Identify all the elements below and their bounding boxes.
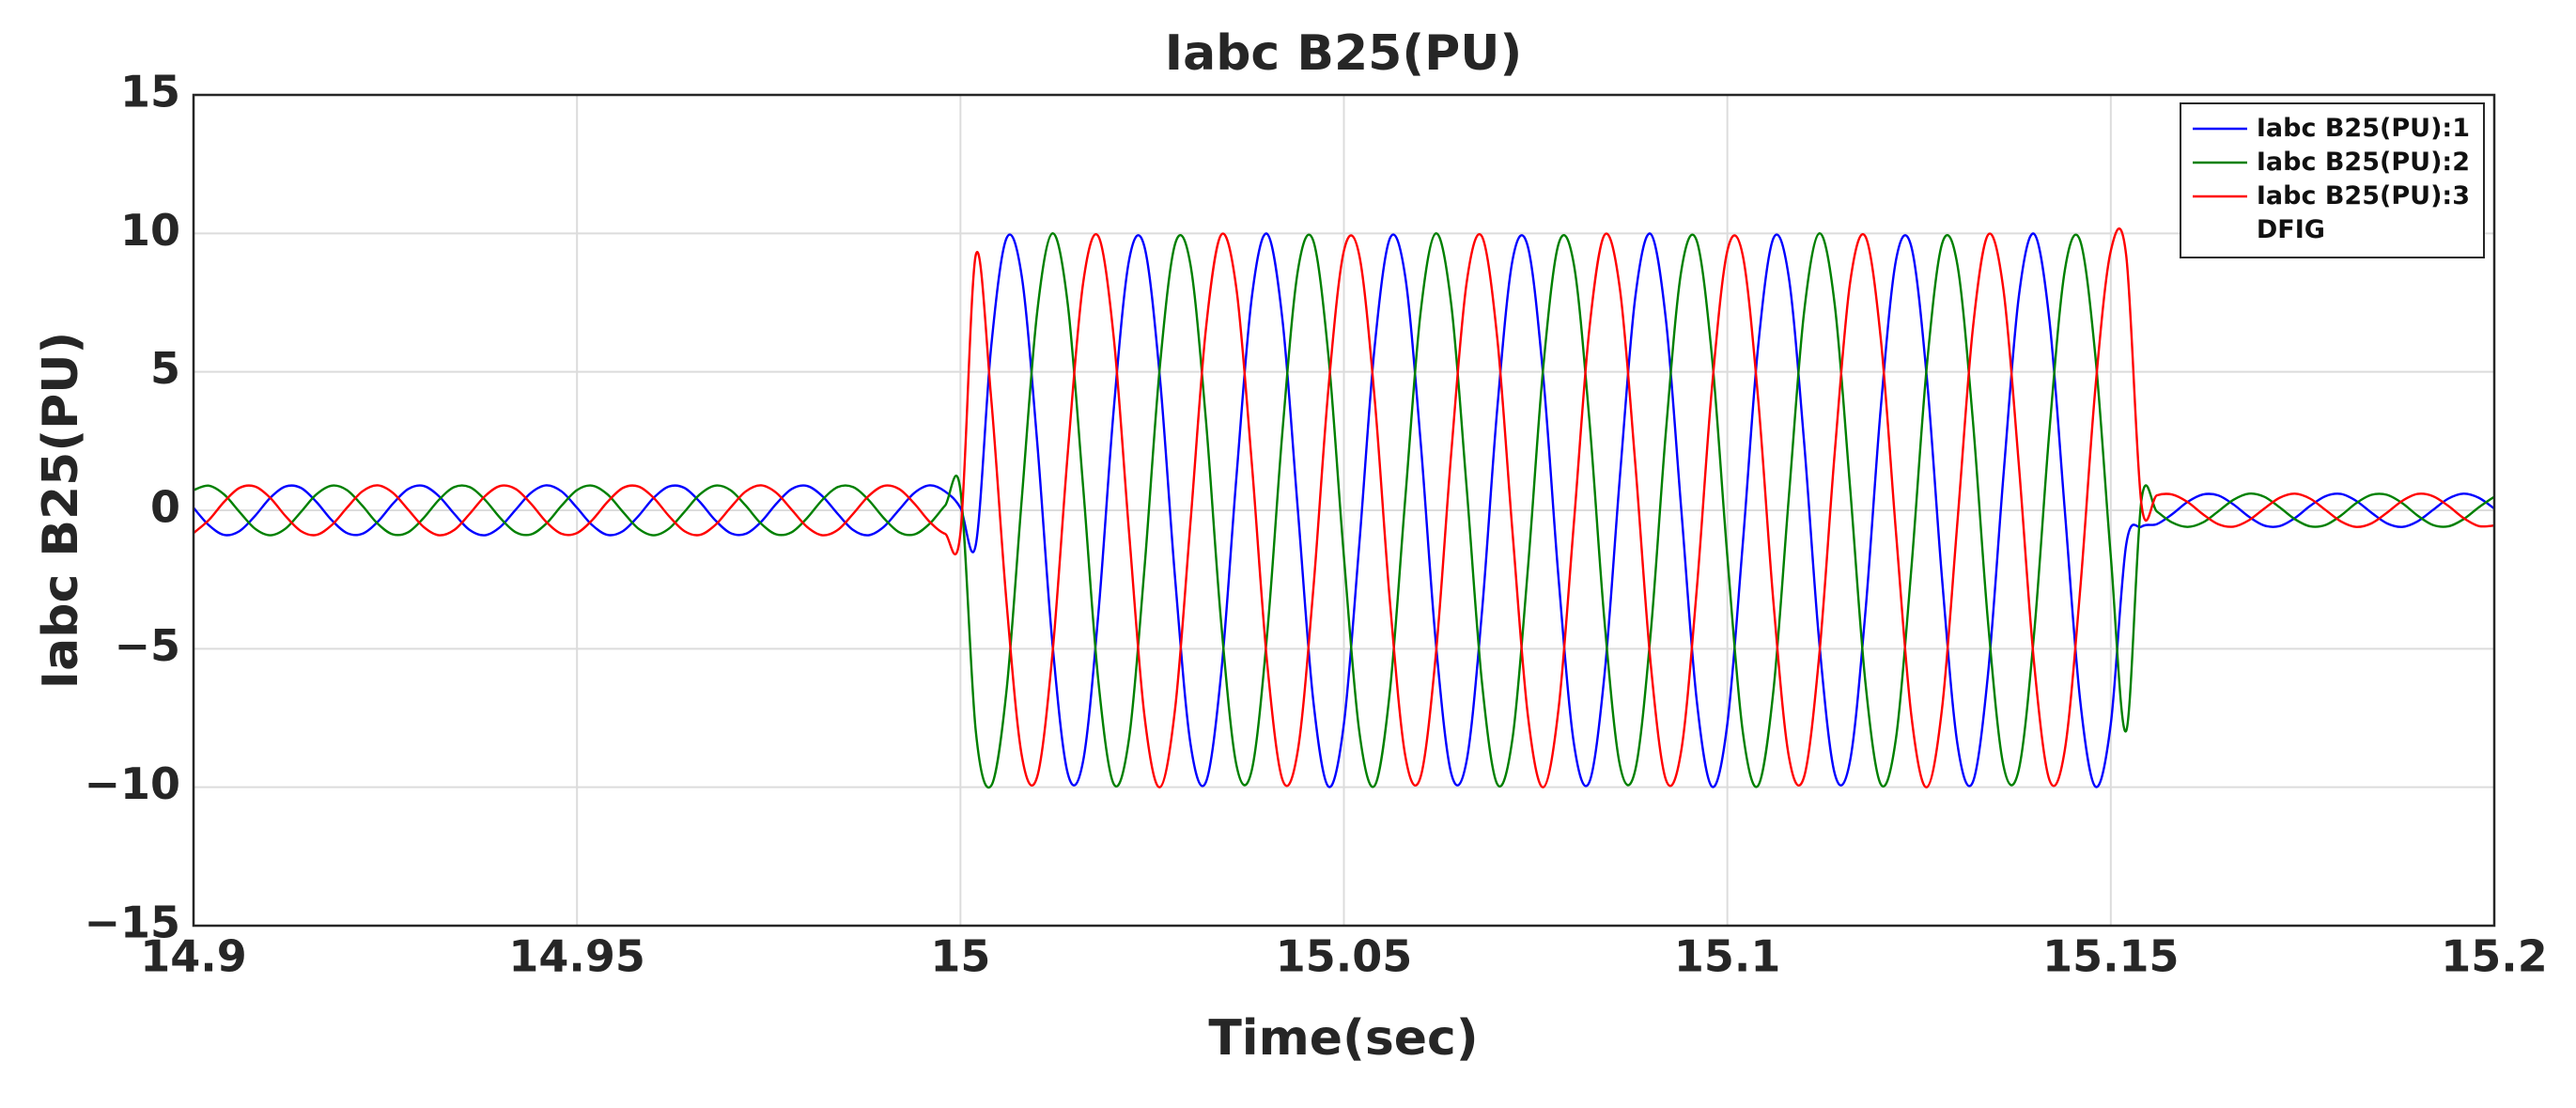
y-tick-label: −5	[114, 620, 180, 671]
y-tick-label: 5	[150, 343, 180, 394]
y-tick-label: −15	[84, 897, 180, 948]
y-tick-label: 0	[150, 482, 180, 533]
legend-entry: Iabc B25(PU):3 DFIG	[2191, 179, 2470, 247]
series-line	[194, 232, 2494, 788]
x-tick-label: 15.1	[1674, 931, 1781, 982]
legend-swatch	[2192, 127, 2247, 131]
y-tick-label: 15	[120, 67, 180, 117]
x-tick-label: 14.95	[508, 931, 645, 982]
legend-entry: Iabc B25(PU):1	[2191, 112, 2470, 146]
series-line	[194, 232, 2494, 788]
legend-entry: Iabc B25(PU):2	[2191, 146, 2470, 179]
legend-swatch	[2192, 161, 2247, 164]
legend-label: Iabc B25(PU):3 DFIG	[2256, 181, 2470, 244]
series-line	[194, 227, 2494, 788]
legend: Iabc B25(PU):1 Iabc B25(PU):2 Iabc B25(PU)…	[2179, 102, 2485, 258]
legend-label: Iabc B25(PU):1	[2256, 114, 2470, 143]
y-tick-label: 10	[120, 205, 180, 256]
chart-title: Iabc B25(PU)	[1165, 25, 1522, 82]
axes-box	[192, 93, 2496, 928]
y-tick-label: −10	[84, 758, 180, 809]
x-tick-label: 14.9	[140, 931, 247, 982]
legend-swatch	[2192, 195, 2247, 198]
x-tick-label: 15.15	[2042, 931, 2180, 982]
x-tick-label: 15.05	[1276, 931, 1413, 982]
x-axis-label: Time(sec)	[1208, 1010, 1478, 1067]
y-axis-label: Iabc B25(PU)	[33, 332, 89, 689]
x-tick-label: 15.2	[2441, 931, 2548, 982]
legend-label: Iabc B25(PU):2	[2256, 148, 2470, 177]
x-tick-label: 15	[930, 931, 990, 982]
